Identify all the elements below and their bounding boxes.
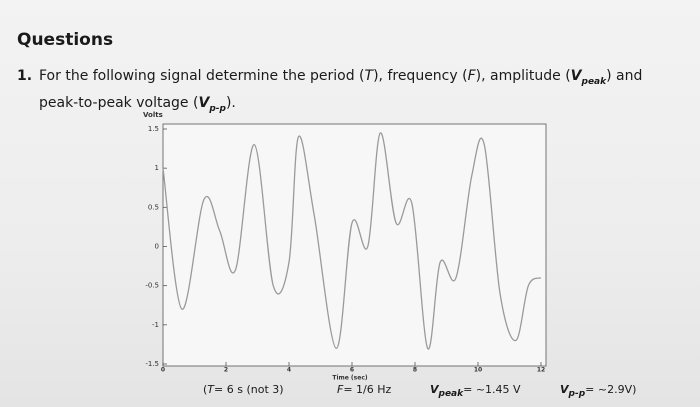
x-tick-label: 8 <box>413 367 417 374</box>
answer: Vpeak= ~1.45 V <box>430 383 521 399</box>
answer: F= 1/6 Hz <box>337 383 391 396</box>
text: T <box>364 68 374 84</box>
text: V <box>430 383 439 396</box>
question-number: 1. <box>17 68 33 84</box>
text: ), frequency ( <box>373 68 468 84</box>
y-tick-label: 1 <box>155 164 159 172</box>
text: ), amplitude ( <box>475 68 571 84</box>
text: = ~2.9V) <box>585 383 637 396</box>
text: T <box>207 383 215 396</box>
text: = ~1.45 V <box>463 383 521 396</box>
question: 1. For the following signal determine th… <box>17 66 677 120</box>
text: peak <box>581 76 607 87</box>
text: F <box>467 68 476 84</box>
y-axis-label: Volts <box>143 111 163 119</box>
y-tick-label: -1.5 <box>145 360 159 368</box>
x-axis-label: Time (sec) <box>332 375 367 382</box>
text: F <box>337 383 344 396</box>
text: peak <box>438 389 464 400</box>
answer: (T= 6 s (not 3) <box>203 383 284 396</box>
x-tick-label: 6 <box>350 367 354 374</box>
x-tick-label: 10 <box>474 367 482 374</box>
text: V <box>198 94 210 111</box>
text: V <box>570 68 582 84</box>
answer: Vp-p= ~2.9V) <box>560 383 636 399</box>
text: ) and peak-to-peak voltage ( <box>39 68 643 111</box>
y-tick-label: -1 <box>152 321 159 329</box>
text: ( <box>203 383 208 396</box>
text: p-p <box>209 103 226 114</box>
text: V <box>560 383 569 396</box>
x-tick-label: 4 <box>287 367 291 374</box>
y-tick-label: 0 <box>155 243 159 251</box>
signal-line <box>162 132 542 350</box>
x-tick-label: 12 <box>537 367 545 374</box>
y-tick-label: 1.5 <box>148 125 159 133</box>
text: = 1/6 Hz <box>343 383 392 396</box>
x-tick-label: 2 <box>224 367 228 374</box>
question-text: For the following signal determine the p… <box>39 66 677 120</box>
text: For the following signal determine the p… <box>39 68 365 84</box>
text: ). <box>225 94 236 111</box>
y-tick-label: 0.5 <box>148 203 159 211</box>
plot-frame <box>162 123 547 367</box>
y-tick-label: -0.5 <box>145 282 159 290</box>
text: = 6 s (not 3) <box>214 383 284 396</box>
heading: Questions <box>17 30 114 50</box>
text: p-p <box>568 389 586 400</box>
x-tick-label: 0 <box>161 367 165 374</box>
